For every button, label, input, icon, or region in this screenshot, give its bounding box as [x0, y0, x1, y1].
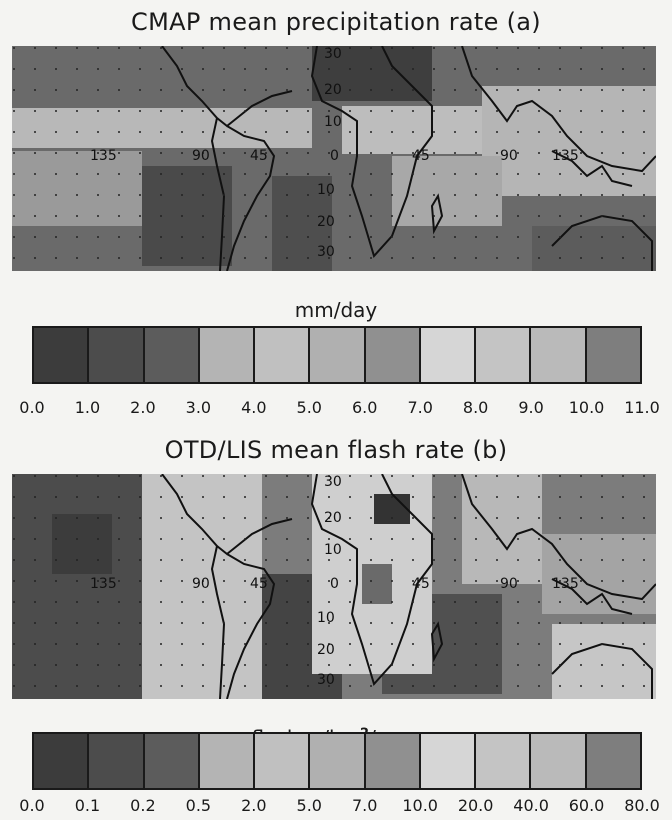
lat-label: 20 — [317, 642, 335, 658]
colorbar-tick-label: 0.5 — [185, 796, 212, 815]
colorbar-tick-label: 0.0 — [19, 796, 45, 815]
lon-label: 135 — [552, 148, 579, 164]
panel-b-title: OTD/LIS mean flash rate (b) — [164, 436, 508, 464]
precipitation-map: 135 90 45 0 45 90 135 30 20 10 10 20 30 — [12, 46, 656, 271]
precipitation-map-svg: 135 90 45 0 45 90 135 30 20 10 10 20 30 — [12, 46, 656, 271]
colorbar-swatch — [420, 734, 477, 788]
lon-label: 0 — [330, 576, 339, 592]
colorbar-tick-label: 8.0 — [462, 398, 489, 417]
colorbar-swatch — [365, 734, 421, 788]
colorbar-swatch — [586, 734, 640, 788]
lat-label: 10 — [317, 610, 335, 626]
colorbar-tick-label: 2.0 — [241, 796, 267, 815]
colorbar-swatch — [144, 734, 200, 788]
lat-label: 10 — [324, 114, 342, 130]
colorbar-tick-label: 0.1 — [74, 796, 101, 815]
lat-label: 30 — [317, 244, 335, 260]
grid-dots — [12, 46, 656, 271]
flash-rate-colorbar — [32, 732, 642, 790]
colorbar-tick-label: 2.0 — [130, 398, 156, 417]
colorbar-swatch — [144, 328, 200, 382]
lon-label: 45 — [250, 576, 268, 592]
lon-label: 45 — [412, 576, 430, 592]
lat-label: 10 — [324, 542, 342, 558]
lat-label: 20 — [324, 82, 342, 98]
lon-label: 45 — [412, 148, 430, 164]
colorbar-swatch — [531, 734, 587, 788]
colorbar-tick-label: 11.0 — [624, 398, 660, 417]
flash-rate-map: 135 90 45 0 45 90 135 30 20 10 10 20 30 — [12, 474, 656, 699]
colorbar-swatch — [199, 734, 256, 788]
lat-label: 30 — [317, 672, 335, 688]
lat-label: 30 — [324, 46, 342, 62]
colorbar-swatch — [586, 328, 640, 382]
colorbar-tick-label: 10.0 — [568, 398, 605, 417]
colorbar-tick-label: 1.0 — [74, 398, 101, 417]
panel-a-title: CMAP mean precipitation rate (a) — [131, 8, 541, 36]
colorbar-swatch — [310, 734, 366, 788]
lat-label: 30 — [324, 474, 342, 490]
flash-rate-colorbar-ticks: 0.0 0.1 0.2 0.5 2.0 5.0 7.0 10.0 20.0 40.0 60.0 80.… — [0, 796, 672, 818]
colorbar-swatch — [531, 328, 587, 382]
colorbar-swatch — [89, 328, 145, 382]
colorbar-swatch — [420, 328, 477, 382]
colorbar-tick-label: 5.0 — [296, 398, 322, 417]
lat-label: 20 — [317, 214, 335, 230]
lon-label: 90 — [192, 576, 210, 592]
colorbar-tick-label: 7.0 — [407, 398, 433, 417]
flash-rate-map-svg: 135 90 45 0 45 90 135 30 20 10 10 20 30 — [12, 474, 656, 699]
lon-label: 135 — [90, 148, 117, 164]
colorbar-swatch — [89, 734, 145, 788]
colorbar-swatch — [199, 328, 256, 382]
colorbar-swatch — [476, 734, 532, 788]
colorbar-tick-label: 6.0 — [351, 398, 378, 417]
grid-dots — [12, 474, 656, 699]
lon-label: 90 — [500, 148, 518, 164]
colorbar-swatch — [255, 328, 311, 382]
colorbar-tick-label: 0.2 — [130, 796, 156, 815]
colorbar-tick-label: 40.0 — [513, 796, 549, 815]
colorbar-swatch — [255, 734, 311, 788]
longitude-labels: 135 90 45 0 45 90 135 — [90, 576, 579, 592]
latitude-labels: 30 20 10 10 20 30 — [317, 474, 342, 688]
latitude-labels: 30 20 10 10 20 30 — [317, 46, 342, 260]
lon-label: 0 — [330, 148, 339, 164]
colorbar-tick-label: 20.0 — [457, 796, 494, 815]
colorbar-tick-label: 80.0 — [624, 796, 660, 815]
colorbar-tick-label: 0.0 — [19, 398, 45, 417]
colorbar-swatch — [365, 328, 421, 382]
panel-a-unit: mm/day — [294, 298, 378, 322]
colorbar-tick-label: 5.0 — [296, 796, 322, 815]
precipitation-colorbar — [32, 326, 642, 384]
lon-label: 135 — [90, 576, 117, 592]
lon-label: 90 — [500, 576, 518, 592]
lon-label: 90 — [192, 148, 210, 164]
colorbar-tick-label: 4.0 — [241, 398, 267, 417]
colorbar-tick-label: 7.0 — [351, 796, 378, 815]
lat-label: 20 — [324, 510, 342, 526]
precipitation-colorbar-ticks: 0.0 1.0 2.0 3.0 4.0 5.0 6.0 7.0 8.0 9.0 10.0 11.0 — [0, 398, 672, 420]
longitude-labels: 135 90 45 0 45 90 135 — [90, 148, 579, 164]
colorbar-swatch — [310, 328, 366, 382]
colorbar-tick-label: 10.0 — [402, 796, 438, 815]
colorbar-swatch — [34, 328, 90, 382]
colorbar-swatch — [34, 734, 90, 788]
lon-label: 45 — [250, 148, 268, 164]
colorbar-tick-label: 9.0 — [518, 398, 544, 417]
lon-label: 135 — [552, 576, 579, 592]
colorbar-swatch — [476, 328, 532, 382]
lat-label: 10 — [317, 182, 335, 198]
colorbar-tick-label: 60.0 — [568, 796, 605, 815]
colorbar-tick-label: 3.0 — [185, 398, 212, 417]
